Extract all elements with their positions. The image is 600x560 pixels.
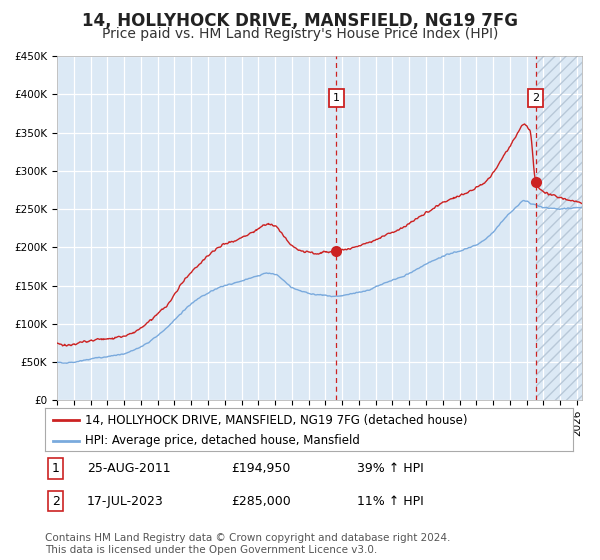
Bar <box>536 56 582 400</box>
Text: 39% ↑ HPI: 39% ↑ HPI <box>357 462 424 475</box>
Text: 14, HOLLYHOCK DRIVE, MANSFIELD, NG19 7FG: 14, HOLLYHOCK DRIVE, MANSFIELD, NG19 7FG <box>82 12 518 30</box>
Text: Contains HM Land Registry data © Crown copyright and database right 2024.
This d: Contains HM Land Registry data © Crown c… <box>45 533 451 555</box>
Text: 25-AUG-2011: 25-AUG-2011 <box>87 462 170 475</box>
Text: HPI: Average price, detached house, Mansfield: HPI: Average price, detached house, Mans… <box>85 434 359 447</box>
Text: 14, HOLLYHOCK DRIVE, MANSFIELD, NG19 7FG (detached house): 14, HOLLYHOCK DRIVE, MANSFIELD, NG19 7FG… <box>85 414 467 427</box>
Text: Price paid vs. HM Land Registry's House Price Index (HPI): Price paid vs. HM Land Registry's House … <box>102 27 498 41</box>
Text: 1: 1 <box>333 93 340 103</box>
Text: 11% ↑ HPI: 11% ↑ HPI <box>357 494 424 508</box>
Text: 1: 1 <box>52 462 60 475</box>
Text: 2: 2 <box>52 494 60 508</box>
Text: £285,000: £285,000 <box>231 494 291 508</box>
Text: 2: 2 <box>532 93 539 103</box>
Text: £194,950: £194,950 <box>231 462 290 475</box>
Text: 17-JUL-2023: 17-JUL-2023 <box>87 494 164 508</box>
Bar <box>536 56 582 400</box>
